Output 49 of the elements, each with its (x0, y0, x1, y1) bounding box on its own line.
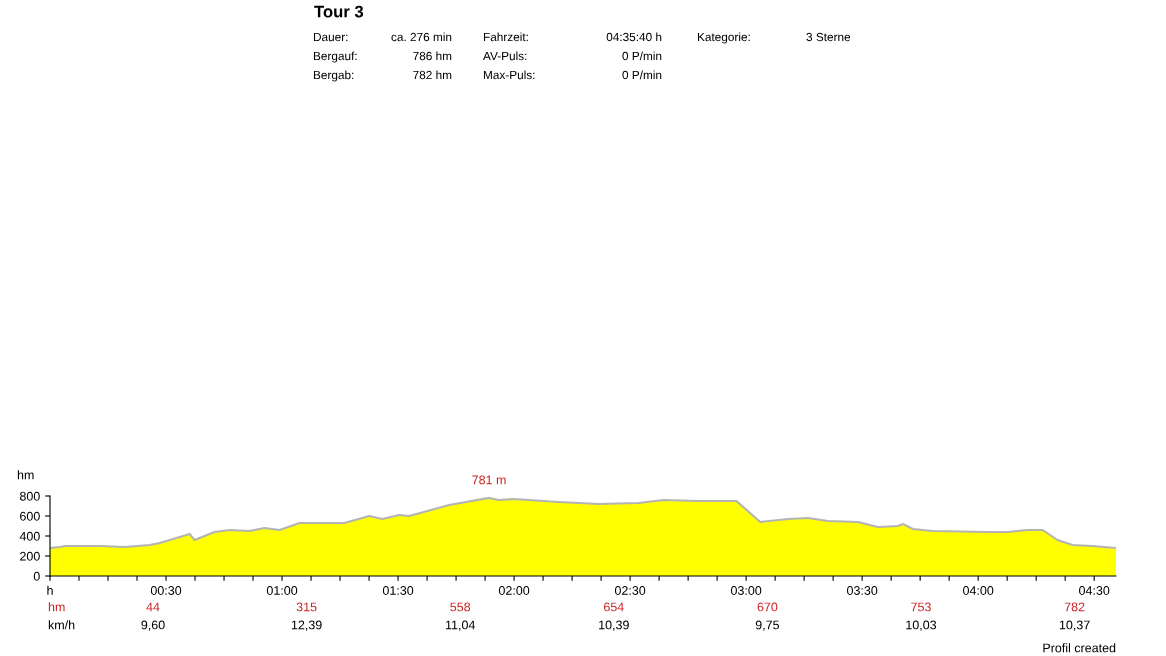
y-axis-title: hm (17, 470, 34, 480)
text: 0 P/min (622, 70, 662, 80)
text: 0 P/min (622, 51, 662, 61)
x-tick-label: 03:00 (730, 586, 762, 595)
text: AV-Puls: (483, 51, 527, 61)
x-tick-label: h (47, 585, 53, 595)
y-tick-label: 600 (20, 511, 40, 521)
text: 44 (146, 602, 160, 612)
x-tick-label: 02:30 (614, 586, 646, 595)
y-tick-label: 200 (20, 551, 40, 561)
text: 9,60 (141, 620, 165, 631)
x-tick-label: 00:30 (150, 586, 182, 595)
text: 782 (1064, 602, 1085, 612)
text: 753 (911, 602, 931, 612)
text: 10,39 (599, 620, 629, 631)
text: Fahrzeit: (483, 32, 528, 42)
x-tick-label: 01:00 (266, 586, 298, 595)
text: 10,37 (1059, 620, 1090, 631)
x-tick-label: 04:30 (1079, 586, 1110, 595)
text: 315 (296, 602, 317, 612)
x-tick-label: 03:30 (847, 586, 878, 595)
text: 04:35:40 h (606, 32, 662, 42)
text: 3 Sterne (806, 32, 851, 42)
text: 654 (604, 602, 624, 612)
text: 558 (450, 602, 471, 612)
y-tick-label: 400 (19, 531, 40, 541)
text: Max-Puls: (483, 70, 535, 80)
y-tick-label: 800 (19, 491, 40, 501)
x-tick-label: 01:30 (382, 586, 414, 595)
text: Bergauf: (313, 51, 357, 63)
text: km/h (48, 620, 75, 630)
text: 670 (757, 602, 778, 612)
text: 782 hm (413, 70, 452, 80)
text: Profil created (1043, 643, 1116, 653)
text: Dauer: (313, 32, 348, 42)
y-tick-label: 0 (33, 571, 40, 581)
x-tick-label: 04:00 (963, 586, 994, 595)
annotation: 781 m (472, 475, 506, 485)
text: ca. 276 min (391, 32, 452, 42)
text: 10,03 (906, 620, 937, 631)
text: 786 hm (413, 51, 452, 61)
text: Kategorie: (697, 32, 750, 44)
text: 11,04 (445, 620, 476, 631)
text: hm (48, 602, 65, 612)
chart-title: Tour 3 (314, 5, 364, 18)
text: Bergab: (313, 70, 354, 82)
text: 12,39 (291, 620, 322, 631)
x-tick-label: 02:00 (498, 586, 530, 595)
text: 9,75 (755, 620, 780, 631)
